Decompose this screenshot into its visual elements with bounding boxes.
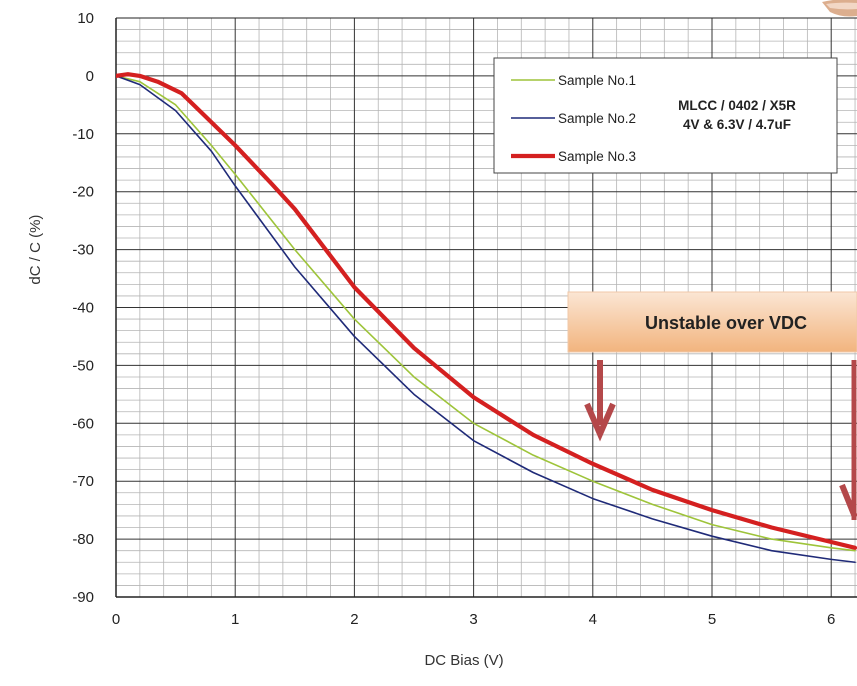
- series-line-sample-no-1: [116, 75, 856, 552]
- legend-box: [493, 57, 838, 174]
- arrow-head: [839, 483, 857, 519]
- series-line-sample-no-2: [116, 75, 856, 564]
- x-tick-label: 1: [231, 611, 239, 628]
- corner-highlight: [826, 2, 857, 10]
- legend: Sample No.1 Sample No.2 Sample No.3 MLCC / …: [493, 57, 838, 174]
- series-lines: [116, 72, 857, 564]
- corner-decoration: [822, 0, 857, 17]
- x-tick-label: 6: [827, 611, 835, 628]
- y-tick-label: -80: [72, 531, 94, 548]
- legend-entry-label: Sample No.2: [558, 111, 636, 126]
- legend-note-line-1: MLCC / 0402 / X5R: [678, 98, 796, 113]
- x-tick-label: 0: [112, 611, 120, 628]
- x-tick-label: 5: [708, 611, 716, 628]
- x-tick-label: 3: [469, 611, 477, 628]
- y-axis-label: dC / C (%): [27, 215, 44, 285]
- y-tick-label: -90: [72, 589, 94, 606]
- y-tick-label: -50: [72, 357, 94, 374]
- legend-entry-label: Sample No.3: [558, 149, 636, 164]
- arrow-head: [584, 402, 616, 442]
- annotation-arrows: [584, 360, 857, 520]
- x-tick-label: 2: [350, 611, 358, 628]
- legend-note-line-2: 4V & 6.3V / 4.7uF: [683, 117, 791, 132]
- y-tick-label: 10: [77, 10, 94, 27]
- y-tick-label: -40: [72, 300, 94, 317]
- y-tick-label: -70: [72, 473, 94, 490]
- y-tick-label: -30: [72, 242, 94, 259]
- y-tick-label: 0: [86, 68, 94, 85]
- y-tick-label: -60: [72, 415, 94, 432]
- callout: Unstable over VDC: [567, 291, 857, 353]
- y-tick-label: -10: [72, 126, 94, 143]
- x-axis-label: DC Bias (V): [424, 652, 503, 669]
- callout-label: Unstable over VDC: [645, 313, 807, 333]
- x-tick-labels: 0 1 2 3 4 5 6: [112, 611, 836, 628]
- y-tick-label: -20: [72, 184, 94, 201]
- x-tick-label: 4: [589, 611, 597, 628]
- series-line-sample-no-3: [116, 72, 857, 550]
- callout-box: [567, 291, 857, 353]
- legend-entry-label: Sample No.1: [558, 73, 636, 88]
- y-tick-labels: 10 0 -10 -20 -30 -40 -50 -60 -70 -80 -90: [72, 10, 94, 606]
